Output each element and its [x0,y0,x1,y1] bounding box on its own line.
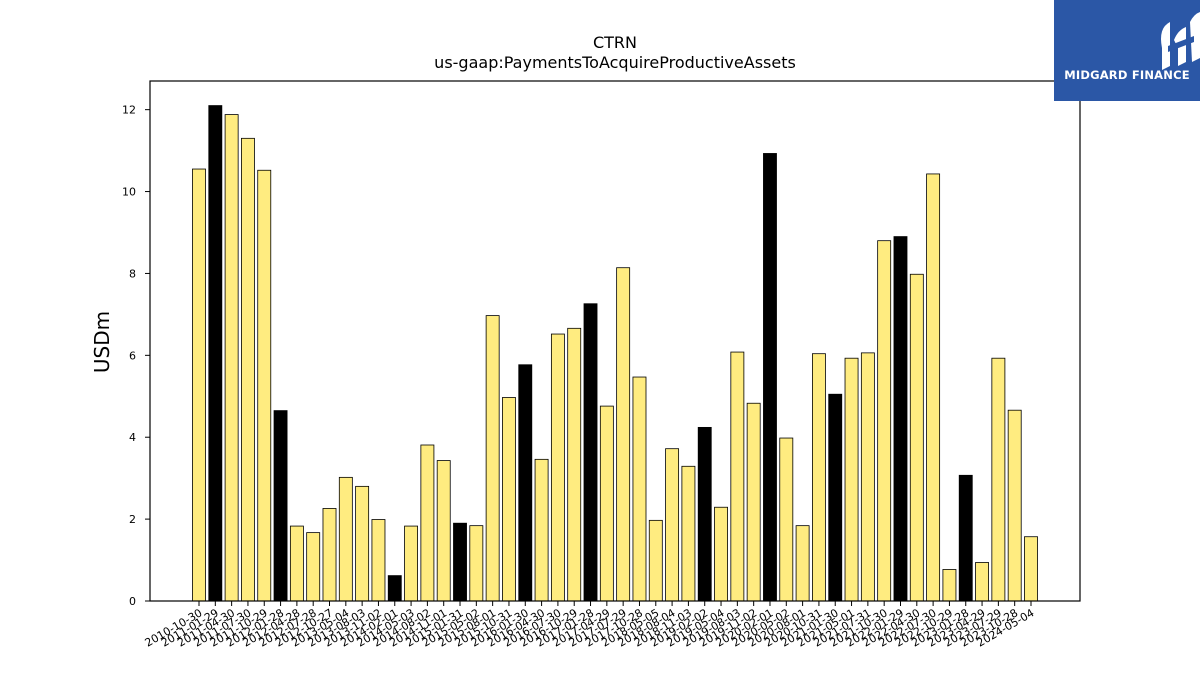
bar-2024-05-04 [1024,536,1038,602]
bar-2023-04-29 [975,562,989,602]
bars-group [192,105,1038,602]
bar-2012-10-27 [322,508,337,602]
bar-2015-05-02 [469,525,484,602]
bar-2016-10-29 [567,327,582,602]
bar-2014-05-03 [404,525,418,602]
bar-2011-01-29 [208,105,223,602]
bar-2011-07-30 [241,137,255,602]
bar-2022-04-30 [909,273,924,602]
bar-2012-01-28 [273,410,288,602]
bar-2011-04-30 [224,114,239,602]
logo-text: MIDGARD FINANCE [1064,68,1190,82]
plot-frame [149,80,1081,602]
y-tick-label: 10 [122,186,136,199]
bar-2018-05-05 [648,519,663,602]
x-axis: 2010-10-302011-01-292011-04-302011-07-30… [143,601,1037,650]
bar-2020-02-01 [763,153,777,602]
bar-2020-10-31 [812,353,826,602]
y-tick-label: 0 [129,595,136,608]
bar-2016-04-30 [534,458,549,602]
logo: MIDGARD FINANCE [1054,0,1200,101]
bar-2014-08-02 [420,444,435,602]
bar-2022-01-29 [893,236,908,602]
bar-2017-10-28 [632,376,647,602]
bar-2020-08-01 [795,525,810,602]
bar-2015-01-31 [453,522,467,602]
y-axis-label: USDm [90,311,114,373]
bar-2016-01-30 [518,364,533,602]
bar-2017-07-29 [616,267,631,602]
bar-2023-01-28 [958,474,973,602]
bar-2019-11-02 [746,402,761,602]
bar-2012-07-28 [306,532,321,602]
bar-2019-05-04 [714,506,728,602]
bar-2023-10-28 [1007,409,1022,602]
bar-2021-10-30 [877,240,892,602]
bar-2018-11-03 [681,465,696,602]
bar-2016-07-30 [550,333,565,602]
bar-2019-08-03 [730,351,745,602]
y-tick-label: 8 [129,267,136,280]
bar-2013-08-03 [355,485,370,602]
y-tick-label: 6 [129,349,136,362]
bar-2021-01-30 [828,393,843,602]
bar-2015-10-31 [502,397,516,602]
bar-2017-01-28 [583,303,598,602]
bar-2022-10-29 [942,569,957,602]
bar-2022-07-30 [926,173,941,602]
bar-2013-11-02 [371,519,386,602]
bar-2014-11-01 [436,460,451,602]
bar-2015-08-01 [485,315,500,602]
bar-2014-02-01 [387,575,402,602]
bar-2021-07-31 [860,352,875,602]
chart-subtitle: us-gaap:PaymentsToAcquireProductiveAsset… [434,53,796,72]
bar-2011-10-29 [257,169,272,602]
logo-mark-icon [1161,12,1200,70]
y-axis: 0 2 4 6 8 10 12 [122,104,150,608]
bar-2012-04-28 [289,525,304,602]
y-tick-label: 12 [122,104,136,117]
bar-2017-04-29 [599,405,614,602]
bar-2018-08-04 [665,448,680,602]
bar-2010-10-30 [192,168,206,602]
bar-2021-05-01 [844,357,859,602]
y-tick-label: 2 [129,513,136,526]
bar-2019-02-02 [697,426,712,602]
bar-2020-05-02 [779,437,794,602]
bar-2023-07-29 [991,357,1006,602]
bar-2013-05-04 [338,476,353,602]
chart-title: CTRN [593,33,637,52]
y-tick-label: 4 [129,431,136,444]
